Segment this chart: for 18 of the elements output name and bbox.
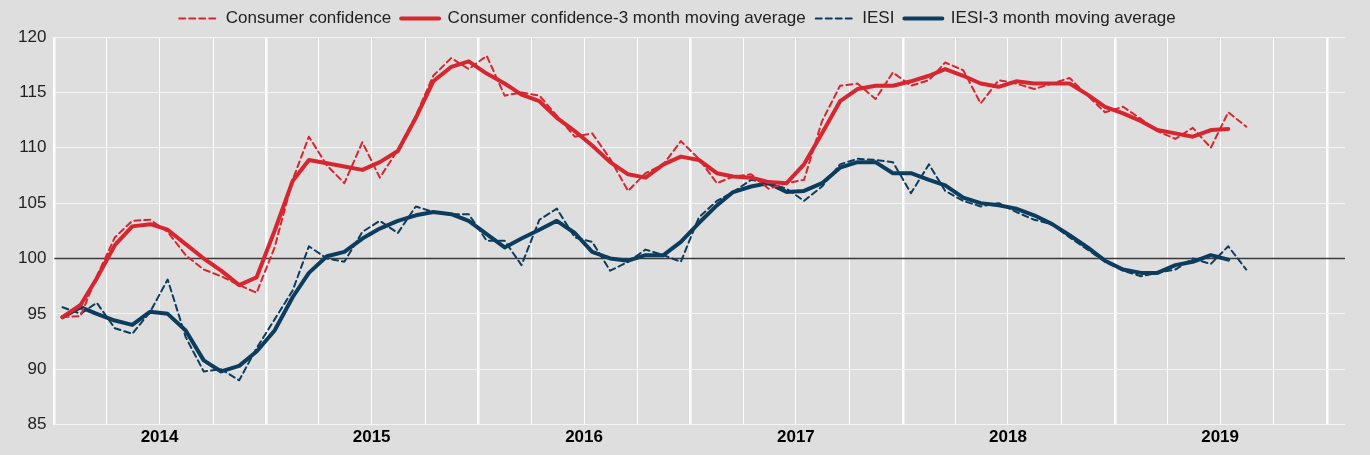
y-tick-label: 115 bbox=[19, 82, 47, 102]
x-tick-label: 2014 bbox=[140, 427, 179, 447]
legend-label: IESI-3 month moving average bbox=[950, 8, 1176, 28]
x-tick-label: 2019 bbox=[1201, 427, 1240, 447]
y-tick-label: 85 bbox=[27, 414, 47, 434]
y-tick-label: 90 bbox=[27, 358, 47, 378]
legend-label: Consumer confidence bbox=[225, 8, 392, 28]
y-tick-label: 110 bbox=[19, 137, 47, 157]
y-tick-label: 100 bbox=[17, 248, 47, 268]
y-tick-label: 120 bbox=[17, 26, 47, 46]
y-tick-label: 95 bbox=[27, 303, 47, 323]
y-tick-label: 105 bbox=[17, 192, 47, 212]
x-tick-label: 2018 bbox=[989, 427, 1027, 447]
legend-label: Consumer confidence-3 month moving average bbox=[447, 8, 806, 28]
x-tick-label: 2016 bbox=[565, 427, 603, 447]
legend-label: IESI bbox=[862, 8, 895, 28]
x-tick-label: 2017 bbox=[776, 427, 815, 447]
x-tick-label: 2015 bbox=[352, 427, 391, 447]
